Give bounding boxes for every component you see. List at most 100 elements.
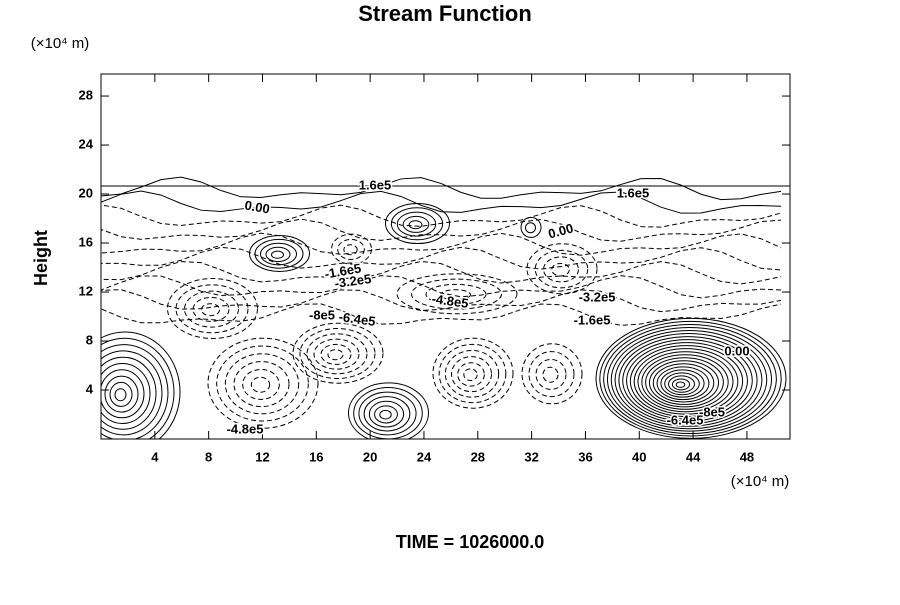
contour-line bbox=[543, 256, 579, 283]
contour-line bbox=[599, 320, 782, 437]
y-tick-label: 20 bbox=[79, 185, 93, 200]
contour-line bbox=[438, 343, 507, 404]
x-tick-label: 48 bbox=[740, 449, 754, 464]
contour-label: -1.6e5 bbox=[574, 312, 611, 327]
contour-line bbox=[432, 337, 514, 409]
contour-line bbox=[184, 290, 239, 328]
x-tick-label: 40 bbox=[632, 449, 646, 464]
contour-line bbox=[402, 215, 430, 233]
contour-label: 1.6e5 bbox=[359, 177, 392, 192]
contour-line bbox=[363, 396, 411, 432]
contour-line bbox=[521, 343, 583, 405]
contour-line bbox=[265, 246, 291, 263]
contour-line bbox=[343, 244, 358, 256]
contour-label: -8e5 bbox=[309, 307, 335, 322]
contour-label: 1.6e5 bbox=[617, 185, 650, 200]
contour-line bbox=[250, 376, 271, 393]
contour-line bbox=[101, 363, 151, 424]
contour-line bbox=[101, 246, 782, 271]
contour-line bbox=[101, 369, 145, 419]
contour-line bbox=[306, 333, 368, 375]
contour-line bbox=[114, 388, 127, 402]
contour-line bbox=[606, 326, 773, 432]
contour-label: 0.00 bbox=[547, 220, 575, 241]
contour-line bbox=[668, 375, 695, 393]
contour-line bbox=[637, 351, 734, 413]
y-tick-label: 24 bbox=[79, 136, 94, 151]
contour-label: -8e5 bbox=[699, 404, 725, 419]
contour-label: -3.2e5 bbox=[579, 289, 616, 304]
contour-label: -3.2e5 bbox=[334, 271, 373, 291]
contour-line bbox=[101, 337, 175, 439]
contour-line bbox=[327, 349, 344, 361]
contour-line bbox=[175, 284, 249, 334]
contour-line bbox=[648, 360, 720, 405]
contour-line bbox=[216, 345, 309, 422]
x-units: (×10⁴ m) bbox=[731, 473, 790, 490]
contour-line bbox=[260, 242, 297, 266]
contour-line bbox=[614, 333, 763, 427]
contour-line bbox=[109, 381, 133, 407]
contour-line bbox=[520, 216, 542, 238]
contour-line bbox=[224, 353, 300, 415]
contour-line bbox=[671, 378, 691, 391]
contour-line bbox=[645, 357, 724, 408]
contour-line bbox=[348, 382, 429, 439]
contour-line bbox=[652, 363, 715, 403]
contour-line bbox=[664, 372, 700, 396]
contour-line bbox=[440, 289, 471, 301]
contour-label: -4.8e5 bbox=[227, 421, 264, 436]
contour-line bbox=[101, 232, 782, 256]
contour-label: 0.00 bbox=[243, 197, 271, 216]
x-tick-label: 16 bbox=[309, 449, 323, 464]
y-tick-label: 16 bbox=[79, 234, 93, 249]
x-tick-label: 24 bbox=[417, 449, 432, 464]
footer: TIME = 1026000.0 bbox=[396, 532, 545, 552]
contour-line bbox=[101, 204, 782, 228]
contour-line bbox=[629, 345, 744, 418]
y-axis-label: Height bbox=[31, 230, 51, 286]
contour-line bbox=[542, 366, 559, 383]
contour-line bbox=[535, 358, 567, 390]
contour-line bbox=[675, 381, 686, 388]
contour-line bbox=[337, 238, 365, 260]
contour-line bbox=[660, 369, 705, 398]
y-units: (×10⁴ m) bbox=[31, 35, 90, 52]
contour-line bbox=[656, 366, 710, 401]
contour-label: -6.4e5 bbox=[667, 412, 704, 427]
contour-line bbox=[411, 278, 502, 310]
contour-line bbox=[379, 409, 392, 420]
contour-line bbox=[101, 218, 782, 242]
contour-line bbox=[408, 220, 423, 230]
contour-line bbox=[242, 368, 280, 400]
contour-line bbox=[167, 278, 258, 339]
contour-line bbox=[396, 211, 437, 237]
contour-line bbox=[201, 303, 220, 317]
chart-title: Stream Function bbox=[358, 1, 532, 26]
contour-line bbox=[233, 361, 290, 408]
contour-line bbox=[528, 351, 575, 398]
contour-line bbox=[101, 303, 782, 326]
x-tick-label: 36 bbox=[578, 449, 592, 464]
contour-line bbox=[526, 243, 598, 295]
y-tick-label: 8 bbox=[86, 332, 93, 347]
contour-line bbox=[320, 343, 352, 365]
contour-line bbox=[368, 400, 405, 428]
contour-line bbox=[101, 176, 782, 201]
contour-line bbox=[641, 354, 729, 410]
contour-line bbox=[101, 356, 157, 430]
contour-line bbox=[425, 283, 487, 305]
contour-line bbox=[618, 336, 758, 425]
contour-line bbox=[622, 339, 753, 422]
contour-line bbox=[358, 391, 417, 436]
y-tick-label: 28 bbox=[79, 87, 93, 102]
contour-line bbox=[299, 328, 376, 379]
contour-line bbox=[595, 317, 787, 439]
contour-label: -4.8e5 bbox=[431, 291, 470, 311]
contour-line bbox=[603, 323, 777, 435]
contour-line bbox=[292, 322, 384, 384]
x-tick-label: 20 bbox=[363, 449, 377, 464]
contour-line bbox=[331, 233, 372, 265]
contour-line bbox=[101, 331, 181, 439]
